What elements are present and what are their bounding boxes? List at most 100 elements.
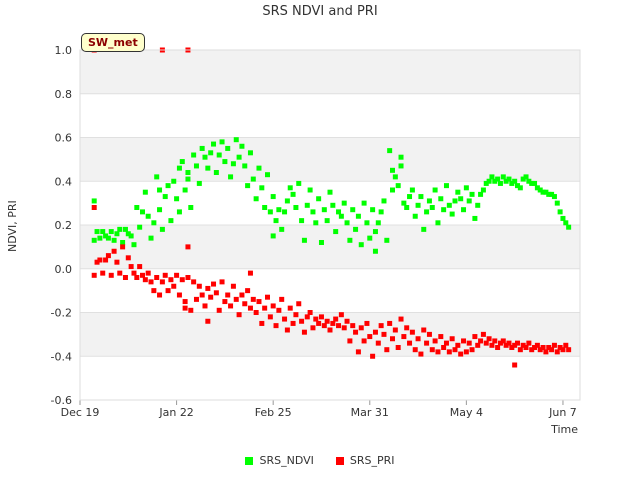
pri-point (213, 290, 219, 296)
ndvi-point (372, 248, 378, 254)
ndvi-point (503, 178, 509, 184)
ndvi-point (293, 205, 299, 210)
y-tick-label: 0.6 (55, 132, 73, 145)
pri-point (94, 259, 100, 265)
plot-band (80, 312, 580, 357)
pri-point (372, 329, 378, 335)
ndvi-point (512, 178, 518, 184)
ndvi-point (381, 198, 387, 204)
pri-point (469, 347, 475, 353)
pri-point (540, 345, 546, 350)
ndvi-point (318, 240, 324, 245)
pri-point (449, 336, 455, 342)
ndvi-point (245, 183, 251, 189)
ndvi-point (94, 229, 100, 235)
ndvi-point (128, 233, 134, 239)
ndvi-point (407, 194, 413, 200)
pri-point (239, 292, 245, 298)
pri-point (472, 334, 478, 340)
ndvi-point (529, 180, 535, 186)
ndvi-point (162, 194, 168, 200)
pri-point (452, 347, 458, 353)
pri-point (103, 257, 109, 263)
pri-point (407, 340, 413, 346)
pri-point (441, 345, 447, 350)
pri-point (424, 340, 430, 346)
legend-swatch-pri (335, 456, 344, 465)
pri-point (100, 270, 106, 276)
x-axis-ticks: Dec 19 Jan 22 Feb 25 Mar 31 May 4 Jun 7 (61, 400, 577, 419)
ndvi-point (304, 202, 310, 208)
y-axis-label-container: NDVI, PRI (6, 200, 22, 253)
ndvi-point (117, 226, 123, 232)
pri-point (265, 294, 270, 300)
ndvi-point (211, 141, 217, 147)
pri-point (495, 345, 501, 350)
ndvi-point (361, 200, 367, 206)
ndvi-point (438, 196, 444, 202)
pri-point (503, 342, 509, 348)
pri-point (279, 296, 285, 302)
pri-point (566, 347, 572, 353)
pri-point (137, 264, 143, 270)
ndvi-point (483, 180, 489, 186)
legend-item-ndvi[interactable]: SRS_NDVI (245, 454, 314, 467)
pri-point (125, 255, 131, 261)
ndvi-point (176, 165, 182, 171)
y-tick-label: -0.4 (51, 350, 72, 363)
legend-item-pri[interactable]: SRS_PRI (335, 454, 395, 467)
chart-title: SRS NDVI and PRI (262, 4, 378, 19)
ndvi-point (387, 148, 393, 154)
ndvi-point (225, 145, 231, 151)
pri-point (105, 253, 111, 259)
pri-point (310, 325, 316, 331)
ndvi-point (171, 178, 177, 184)
ndvi-point (455, 189, 461, 195)
pri-point (563, 342, 569, 348)
ndvi-point (193, 163, 199, 169)
pri-point (401, 334, 407, 340)
ndvi-point (424, 209, 430, 215)
pri-point (108, 272, 114, 278)
ndvi-point (324, 218, 330, 224)
ndvi-point (131, 242, 137, 248)
pri-point (324, 318, 330, 324)
pri-point (168, 277, 174, 283)
pri-point (247, 270, 253, 276)
x-tick-label: Jun 7 (548, 406, 577, 419)
ndvi-point (398, 154, 404, 160)
pri-point (182, 299, 188, 305)
pri-point (216, 307, 222, 313)
pri-point (523, 345, 529, 350)
pri-point (546, 345, 552, 350)
pri-point (233, 296, 239, 302)
ndvi-point (554, 200, 560, 206)
ndvi-point (256, 165, 262, 171)
y-tick-label: -0.2 (51, 307, 72, 320)
y-tick-label: 0.8 (55, 88, 73, 101)
ndvi-point (307, 187, 313, 193)
pri-point (381, 331, 387, 337)
ndvi-point (557, 209, 563, 215)
ndvi-point (145, 213, 151, 219)
pri-point (205, 318, 211, 324)
pri-point (532, 345, 538, 350)
ndvi-point (489, 174, 495, 180)
pri-point (409, 329, 415, 335)
ndvi-point (176, 209, 182, 215)
plot-band (80, 137, 580, 182)
pri-point (174, 272, 180, 278)
pri-point (287, 305, 293, 311)
ndvi-point (290, 191, 296, 197)
ndvi-point (185, 170, 191, 175)
ndvi-point (316, 196, 322, 202)
pri-point (341, 325, 347, 331)
pri-point (120, 244, 126, 250)
ndvi-point (523, 174, 529, 180)
ndvi-point (142, 189, 148, 195)
ndvi-point (435, 220, 441, 226)
ndvi-point (392, 174, 398, 180)
pri-point (304, 314, 310, 320)
ndvi-point (486, 178, 492, 184)
pri-point (355, 349, 361, 355)
